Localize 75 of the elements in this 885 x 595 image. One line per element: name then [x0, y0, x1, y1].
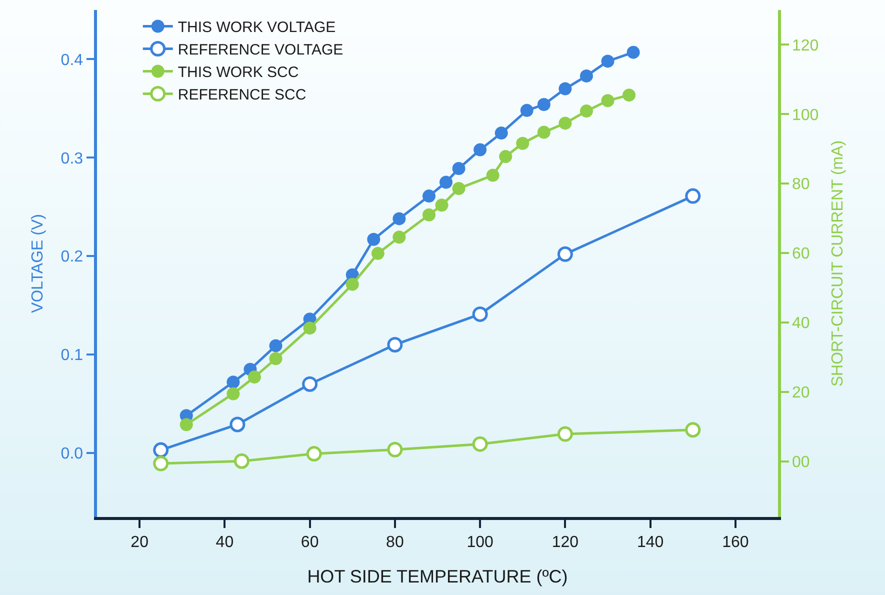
x-tick-label: 60: [300, 534, 319, 551]
point: [580, 69, 593, 82]
point: [557, 426, 573, 442]
x-tick-label: 100: [466, 534, 494, 551]
point: [387, 336, 403, 352]
point: [392, 230, 406, 244]
x-tick-label: 140: [636, 534, 664, 551]
point: [440, 176, 453, 189]
point: [422, 190, 436, 203]
x-axis-title: HOT SIDE TEMPERATURE (ºC): [307, 566, 568, 586]
point: [346, 278, 359, 291]
point: [472, 306, 488, 322]
point: [494, 126, 508, 140]
point: [452, 182, 466, 195]
point: [371, 246, 384, 260]
point: [499, 150, 512, 164]
y-tick-label: 0.3: [60, 150, 84, 168]
point: [537, 126, 550, 139]
y2-tick-label: 00: [792, 454, 810, 472]
point: [474, 143, 487, 156]
point: [226, 376, 240, 389]
point: [422, 208, 436, 222]
x-tick-label: 40: [216, 534, 234, 551]
point: [558, 82, 572, 96]
point: [622, 88, 636, 102]
legend-label: THIS WORK VOLTAGE: [178, 19, 336, 36]
y2-tick-label: 120: [792, 37, 819, 54]
point: [472, 436, 488, 452]
y-tick-label: 0.2: [60, 248, 84, 266]
point: [452, 162, 466, 175]
point: [387, 442, 403, 458]
y-tick-label: 0.4: [60, 52, 84, 69]
point: [303, 322, 316, 335]
point: [685, 188, 701, 204]
point: [558, 116, 572, 130]
point: [248, 370, 261, 384]
point: [153, 456, 169, 472]
point: [269, 352, 282, 366]
point: [367, 232, 380, 246]
point: [234, 453, 250, 469]
y-tick-label: 0.1: [60, 347, 84, 364]
legend-label: REFERENCE SCC: [178, 86, 306, 104]
point: [302, 376, 318, 392]
x-tick-label: 120: [552, 534, 579, 551]
point: [626, 46, 640, 59]
point: [516, 136, 530, 150]
point: [537, 98, 550, 112]
point: [435, 198, 448, 212]
x-tick-label: 160: [722, 534, 749, 551]
y2-axis-title: SHORT-CIRCUIT CURRENT (mA): [829, 140, 846, 387]
y2-tick-label: 80: [792, 176, 810, 194]
point: [269, 339, 282, 352]
point: [153, 442, 169, 458]
y2-tick-label: 100: [792, 106, 819, 124]
point: [230, 416, 246, 432]
point: [226, 387, 240, 400]
x-tick-label: 80: [386, 534, 404, 551]
point: [580, 104, 593, 118]
point: [392, 212, 406, 226]
point: [306, 446, 322, 462]
y2-tick-label: 60: [792, 246, 810, 263]
y-tick-label: 0.0: [60, 446, 84, 463]
point: [685, 422, 701, 438]
point: [180, 418, 193, 432]
point: [601, 94, 614, 108]
point: [520, 104, 534, 117]
point: [557, 246, 573, 262]
point: [486, 168, 500, 182]
x-tick-label: 20: [130, 534, 149, 551]
y-axis-title: VOLTAGE (V): [30, 214, 47, 313]
legend-label: REFERENCE VOLTAGE: [178, 42, 344, 59]
legend-label: THIS WORK SCC: [178, 64, 299, 82]
point: [601, 54, 614, 68]
y2-tick-label: 20: [792, 384, 810, 402]
y2-tick-label: 40: [792, 315, 810, 332]
